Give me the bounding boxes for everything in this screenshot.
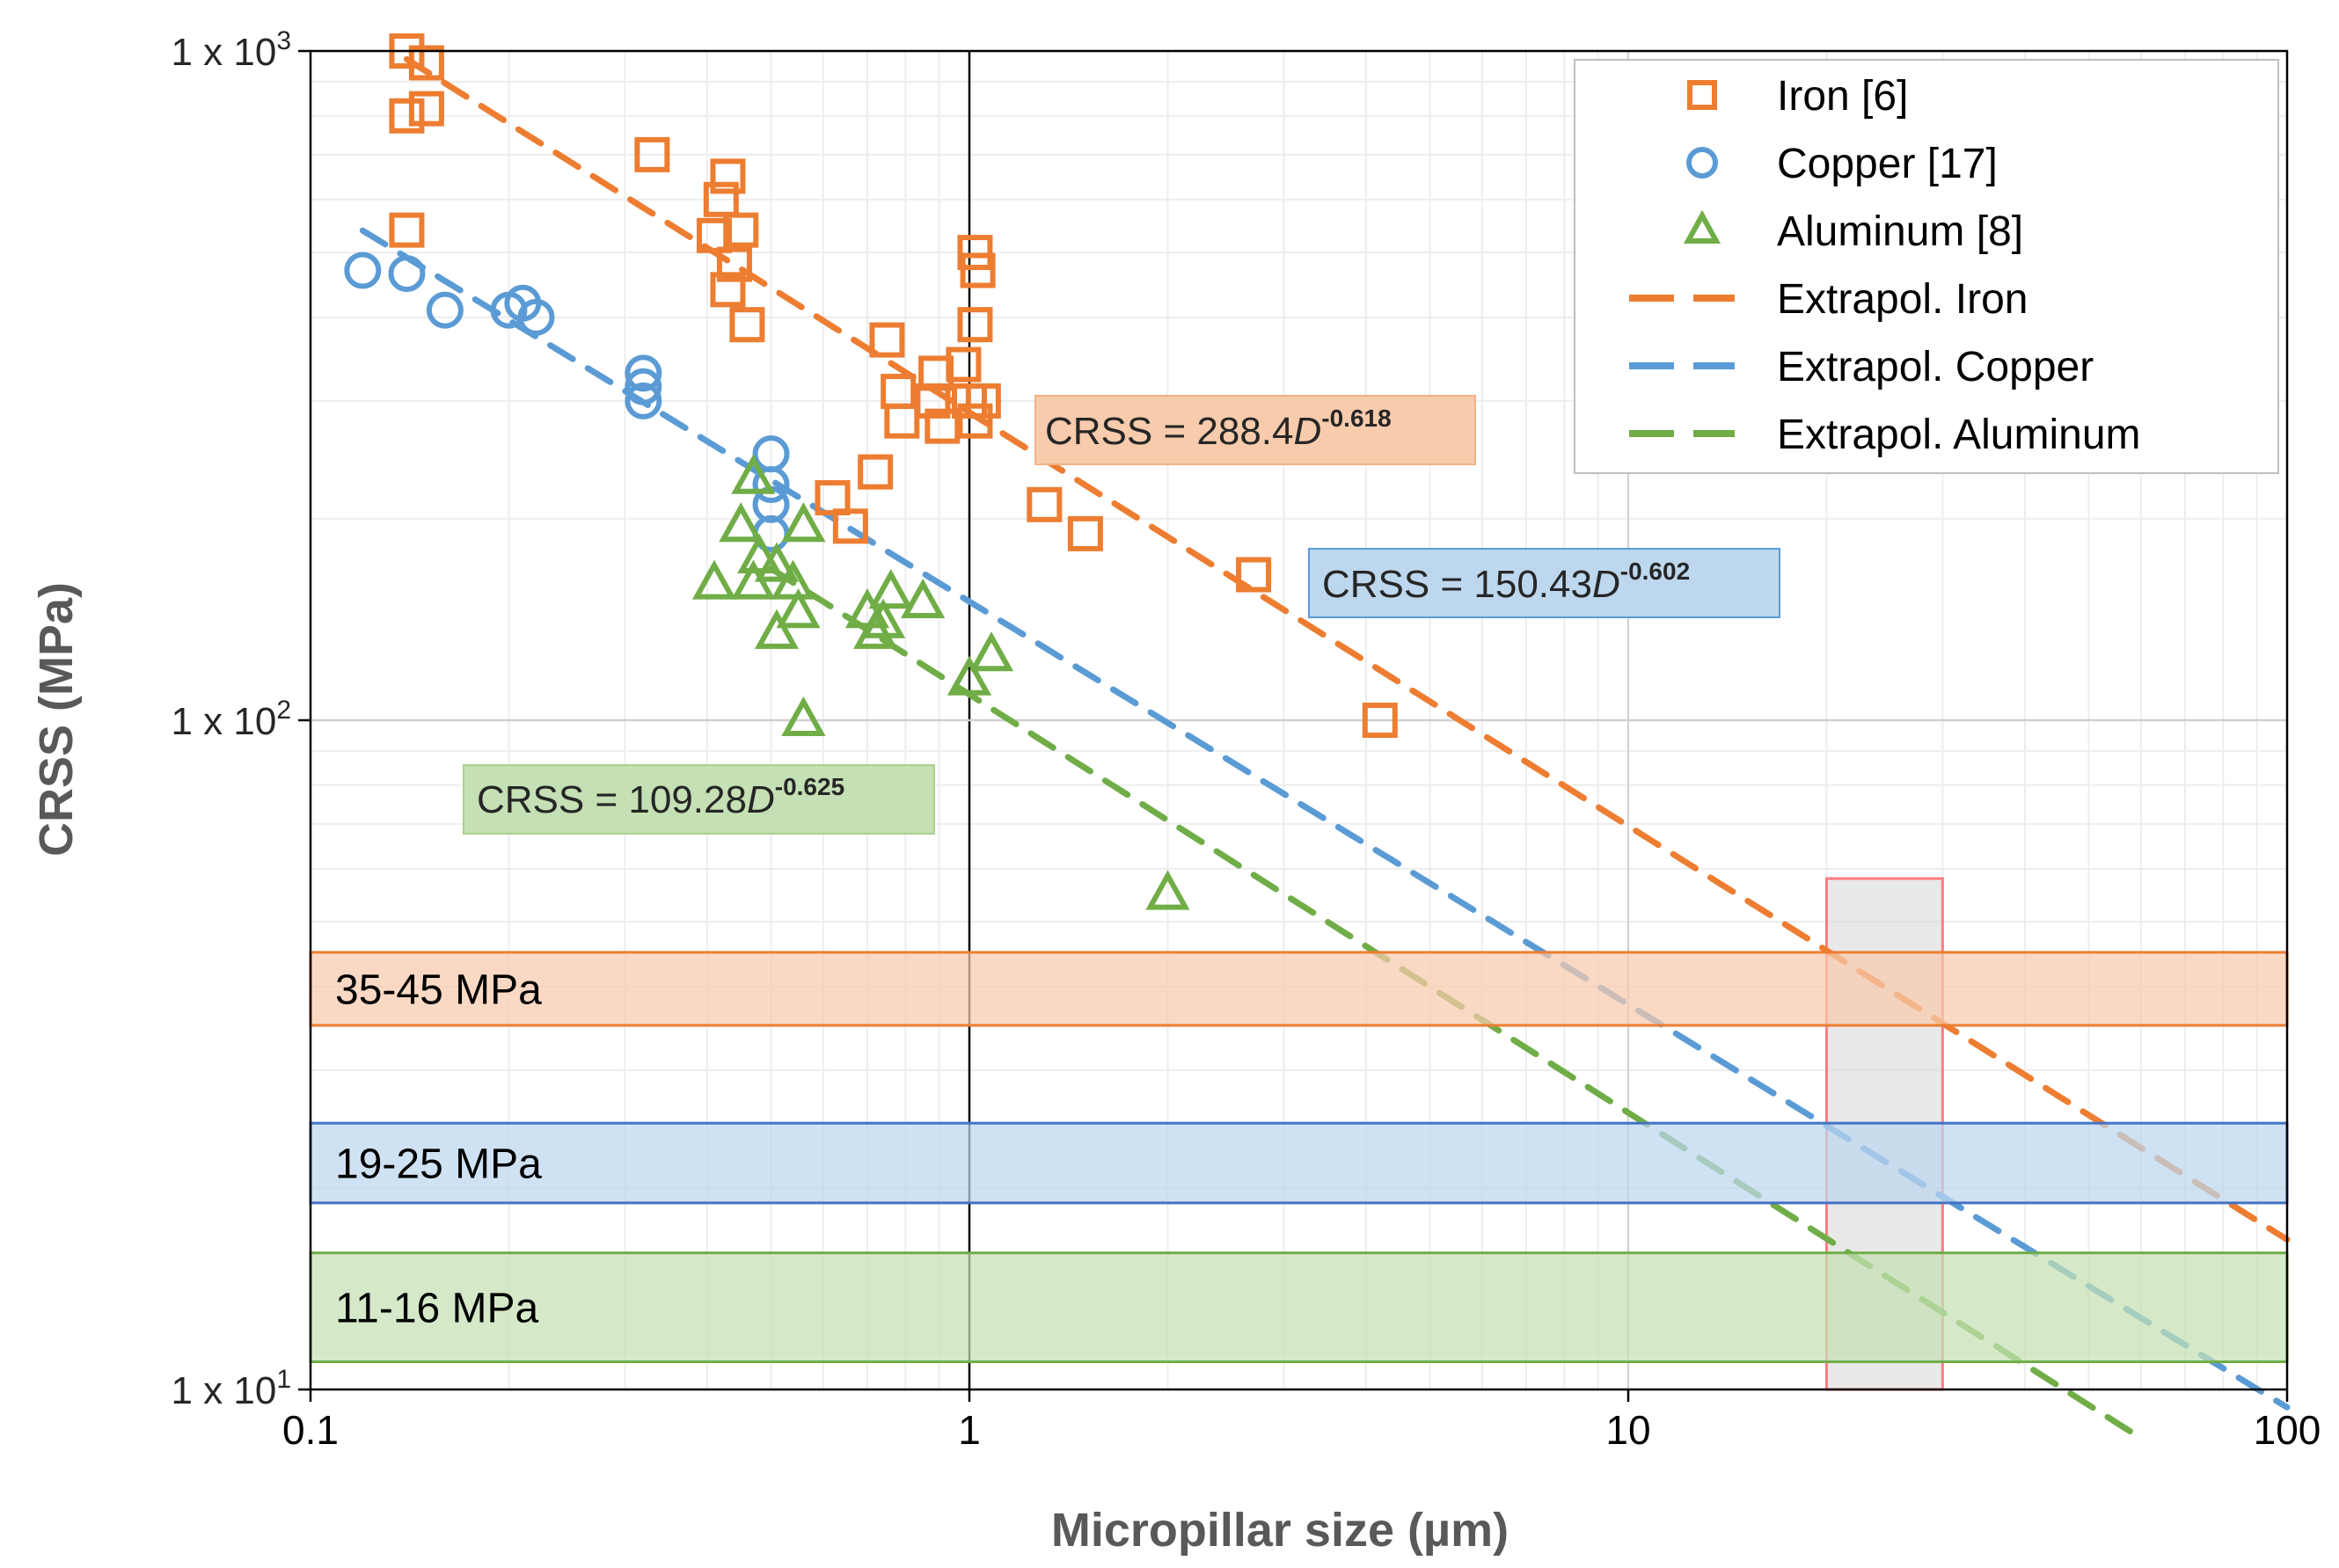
point-iron [957,235,993,271]
point-iron [1027,486,1063,522]
point-iron [960,252,996,288]
equation-aluminum-exp: -0.625 [775,773,844,800]
point-iron [1362,703,1398,738]
point-iron [723,212,759,248]
equation-copper-prefix: CRSS = 150.43 [1322,563,1592,606]
equation-copper-exp: -0.602 [1620,558,1690,585]
point-iron [957,403,993,439]
y-tick-label: 1 x 102 [171,696,291,743]
x-tick-label: 10 [1605,1407,1650,1453]
point-iron [884,403,920,439]
svg-text:CRSS = 288.4D-0.618: CRSS = 288.4D-0.618 [1045,405,1392,453]
point-copper [625,354,662,392]
point-copper [426,291,464,329]
point-iron [696,217,732,253]
x-tick-label: 100 [2254,1407,2321,1453]
point-iron [408,91,444,127]
point-iron [710,158,746,194]
point-aluminum [754,542,800,582]
legend-marker-circle [1686,147,1718,179]
point-aluminum [754,609,800,649]
point-iron [869,322,905,358]
point-iron [1067,515,1103,551]
point-aluminum [731,454,776,494]
point-aluminum [719,502,764,543]
point-aluminum [968,631,1014,672]
band-label-0: 35-45 MPa [335,966,542,1013]
legend-label: Aluminum [8] [1777,208,2023,255]
point-iron [710,272,746,308]
point-aluminum [691,559,737,600]
point-copper [752,465,790,503]
legend-label: Copper [17] [1777,141,1998,187]
equation-aluminum: CRSS = 109.28D-0.625 [463,764,935,835]
point-iron [881,374,917,410]
crss-bands: 35-45 MPa 19-25 MPa 11-16 MPa [309,951,2289,1364]
equation-iron-exp: -0.618 [1321,405,1391,432]
point-iron [703,181,739,217]
point-aluminum [1145,870,1190,910]
point-aluminum [868,568,913,609]
band-label-1: 19-25 MPa [335,1141,542,1188]
band-rect-0 [309,951,2289,1027]
x-axis-title: Micropillar size (µm) [1051,1504,1509,1557]
point-iron [408,45,444,81]
legend-label: Extrapol. Copper [1777,344,2094,390]
band-rect-2 [309,1251,2289,1364]
point-iron [957,307,993,343]
equation-copper-var: D [1592,563,1620,606]
svg-text:CRSS = 109.28D-0.625: CRSS = 109.28D-0.625 [477,773,844,821]
legend-box [1574,59,2279,474]
point-iron [858,454,894,490]
point-aluminum [947,655,992,696]
y-axis-title: CRSS (MPa) [30,582,83,857]
legend: Iron [6] Copper [17] Aluminum [8] Extrapol.… [1574,59,2279,474]
point-copper [625,368,662,405]
point-iron [915,383,951,419]
fit-line-1 [359,227,2291,1411]
legend-marker-square [1687,80,1717,110]
equation-iron: CRSS = 288.4D-0.618 [1034,395,1476,465]
point-iron [716,246,752,282]
point-iron [965,383,1001,419]
point-iron [832,508,868,544]
data-points [344,33,1398,910]
axis-ticks: 0.1 1 10 100 1 x 101 1 x 102 1 x 103 [171,26,2321,1453]
legend-label: Iron [6] [1777,73,1908,120]
point-copper [388,255,426,293]
y-tick-label: 1 x 101 [171,1365,291,1412]
equation-aluminum-prefix: CRSS = 109.28 [477,778,747,821]
point-aluminum [901,578,946,618]
equation-aluminum-var: D [747,778,775,821]
point-copper [344,252,382,289]
legend-label: Extrapol. Iron [1777,276,2028,323]
point-copper [625,382,662,419]
equation-copper: CRSS = 150.43D-0.602 [1308,548,1780,618]
equation-iron-prefix: CRSS = 288.4 [1045,410,1294,453]
y-tick-label: 1 x 103 [171,26,291,74]
point-iron [925,408,961,444]
point-aluminum [781,502,826,543]
x-tick-label: 1 [958,1407,981,1453]
point-iron [389,98,425,134]
point-aluminum [771,559,815,600]
point-iron [634,136,670,172]
point-iron [946,346,982,383]
point-iron [729,307,765,343]
point-aluminum [860,598,906,638]
point-iron [389,212,425,248]
x-tick-label: 0.1 [282,1407,339,1453]
equation-iron-var: D [1294,410,1322,453]
legend-label: Extrapol. Aluminum [1777,412,2141,458]
point-iron [815,480,851,516]
point-iron [1236,557,1272,593]
point-aluminum [781,696,826,736]
band-label-2: 11-16 MPa [335,1286,539,1332]
point-aluminum [776,588,821,629]
point-copper [504,284,542,322]
band-rect-1 [309,1121,2289,1205]
legend-marker-triangle [1683,209,1721,244]
svg-text:CRSS = 150.43D-0.602: CRSS = 150.43D-0.602 [1322,558,1690,606]
